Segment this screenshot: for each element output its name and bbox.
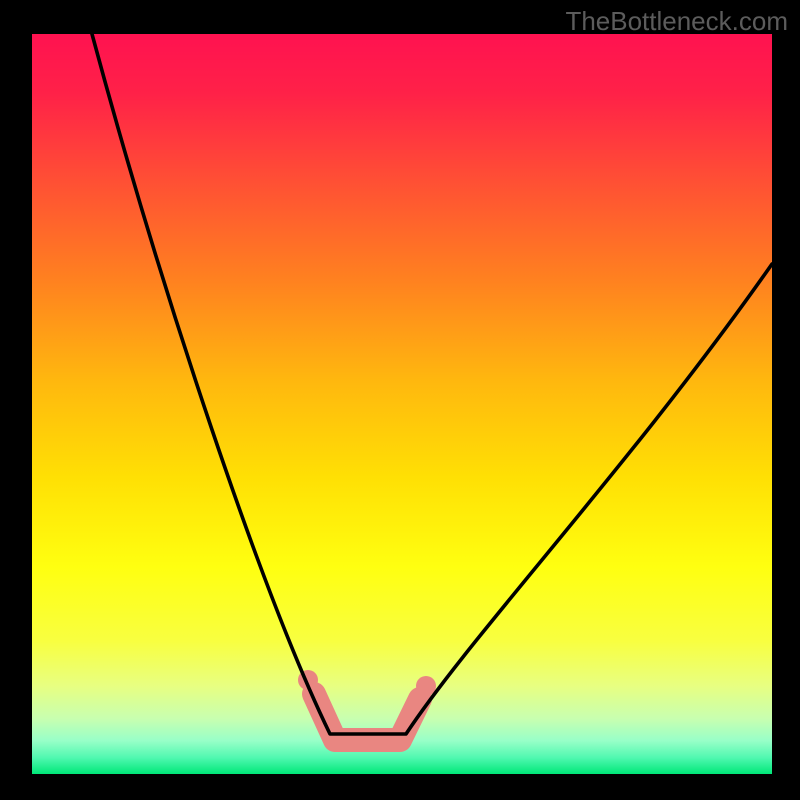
bottleneck-curve xyxy=(92,34,772,734)
curve-layer xyxy=(32,34,772,774)
plot-area xyxy=(32,34,772,774)
chart-stage: TheBottleneck.com xyxy=(0,0,800,800)
pink-band xyxy=(298,670,436,740)
watermark-text: TheBottleneck.com xyxy=(565,6,788,37)
